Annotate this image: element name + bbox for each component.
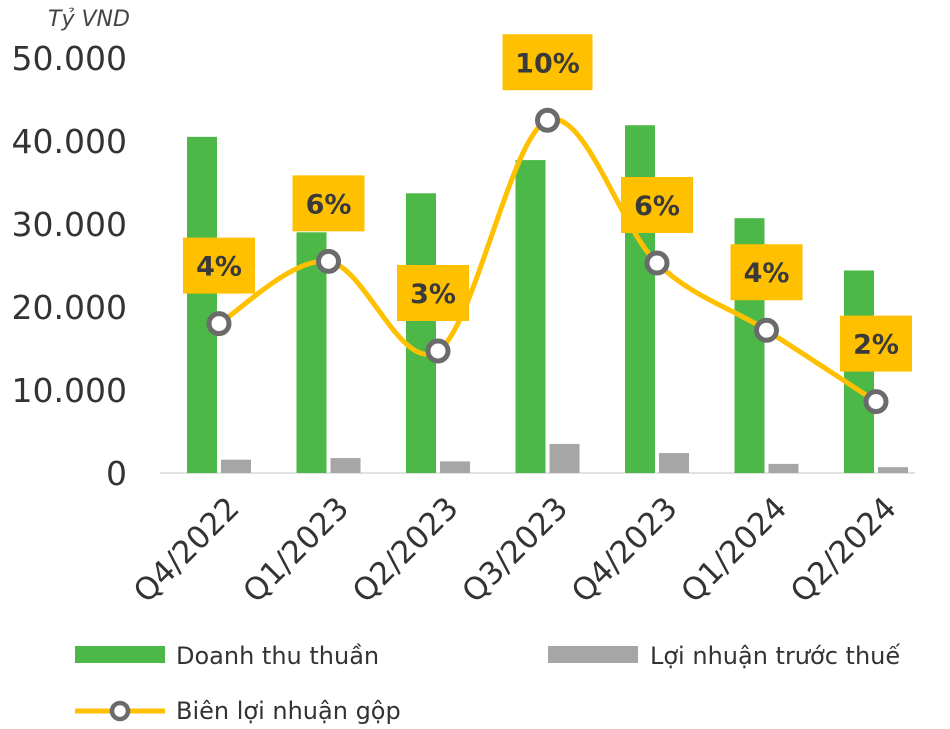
bar-revenue bbox=[844, 270, 874, 473]
margin-line-layer: 4% 6% 3% 10% 6% 4% 2% bbox=[183, 34, 912, 415]
x-tick-label: Q2/2024 bbox=[784, 490, 904, 610]
bar-profit bbox=[549, 443, 580, 473]
margin-marker bbox=[754, 317, 779, 343]
data-label: 10% bbox=[515, 48, 580, 79]
data-label-box bbox=[621, 177, 693, 234]
bar-profit bbox=[330, 458, 361, 473]
bar-profit bbox=[878, 467, 908, 473]
data-label-box bbox=[183, 237, 255, 294]
data-label: 4% bbox=[196, 252, 242, 283]
bar-revenue bbox=[406, 193, 436, 474]
legend-label-margin: Biên lợi nhuận gộp bbox=[176, 697, 401, 725]
data-label-box bbox=[840, 315, 912, 372]
bar-profit bbox=[768, 463, 799, 473]
x-tick-label: Q4/2023 bbox=[565, 490, 685, 610]
y-tick-label: 20.000 bbox=[12, 288, 127, 327]
data-label-box bbox=[292, 175, 365, 232]
margin-marker bbox=[316, 248, 341, 274]
data-label: 2% bbox=[853, 330, 899, 361]
unit-label: Tỷ VND bbox=[48, 7, 130, 32]
data-label: 3% bbox=[410, 279, 456, 310]
bar-profit bbox=[440, 461, 470, 473]
legend-marker-margin bbox=[109, 700, 131, 722]
data-label: 4% bbox=[744, 258, 790, 289]
data-label-box bbox=[397, 264, 469, 321]
margin-marker bbox=[425, 338, 451, 364]
y-axis-ticks: 0 10.000 20.000 30.000 40.000 50.000 bbox=[12, 39, 127, 493]
legend-swatch-profit bbox=[548, 646, 638, 663]
margin-marker bbox=[206, 311, 232, 337]
margin-marker bbox=[644, 250, 670, 276]
bar-profit bbox=[221, 459, 251, 473]
x-tick-label: Q4/2022 bbox=[127, 490, 247, 610]
data-label: 6% bbox=[634, 191, 680, 222]
bar-revenue bbox=[515, 160, 546, 473]
data-label-box bbox=[730, 244, 803, 301]
margin-marker bbox=[535, 107, 560, 133]
legend-label-profit: Lợi nhuận trước thuế bbox=[650, 642, 900, 670]
bar-profit bbox=[659, 453, 689, 473]
y-tick-label: 40.000 bbox=[12, 122, 127, 161]
x-axis-ticks: Q4/2022Q1/2023Q2/2023Q3/2023Q4/2023Q1/20… bbox=[127, 490, 904, 610]
x-tick-label: Q3/2023 bbox=[455, 490, 575, 610]
x-tick-label: Q1/2023 bbox=[236, 490, 356, 610]
bar-revenue bbox=[296, 232, 327, 473]
legend-label-revenue: Doanh thu thuần bbox=[176, 642, 379, 670]
legend: Doanh thu thuần Lợi nhuận trước thuế Biê… bbox=[75, 642, 900, 725]
legend-swatch-revenue bbox=[75, 646, 165, 663]
margin-marker bbox=[863, 389, 889, 415]
bar-revenue bbox=[187, 136, 217, 473]
y-tick-label: 0 bbox=[106, 454, 127, 493]
data-label: 6% bbox=[306, 189, 352, 220]
y-tick-label: 30.000 bbox=[12, 205, 127, 244]
x-tick-label: Q2/2023 bbox=[346, 490, 466, 610]
y-tick-label: 50.000 bbox=[12, 39, 127, 78]
y-tick-label: 10.000 bbox=[12, 371, 127, 410]
data-label-box bbox=[502, 34, 593, 91]
x-tick-label: Q1/2024 bbox=[674, 490, 794, 610]
